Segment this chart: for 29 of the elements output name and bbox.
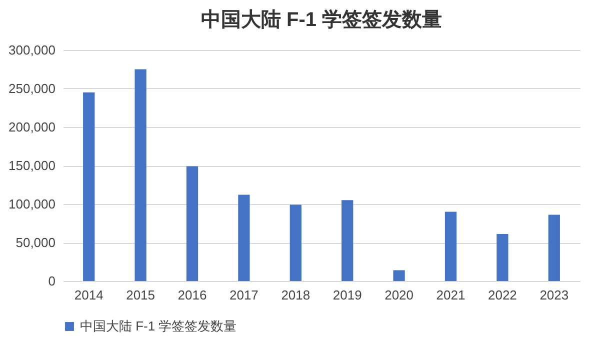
legend-label: 中国大陆 F-1 学签签发数量 bbox=[80, 318, 237, 334]
y-tick-label: 150,000 bbox=[8, 158, 56, 173]
bar bbox=[342, 200, 354, 281]
bar bbox=[83, 92, 95, 281]
bar bbox=[186, 166, 198, 281]
x-tick-label: 2022 bbox=[488, 288, 517, 302]
x-tick-label: 2016 bbox=[178, 288, 207, 302]
x-tick-label: 2018 bbox=[281, 288, 310, 302]
x-tick-label: 2015 bbox=[126, 288, 156, 302]
y-tick-label: 250,000 bbox=[8, 81, 56, 96]
bar bbox=[548, 214, 560, 281]
x-tick-label: 2014 bbox=[74, 288, 104, 302]
x-tick-label: 2019 bbox=[332, 288, 362, 302]
bar bbox=[393, 270, 405, 281]
bar bbox=[290, 204, 302, 281]
y-tick-label: 200,000 bbox=[8, 120, 56, 134]
bar bbox=[444, 212, 457, 281]
bar bbox=[238, 194, 250, 281]
x-tick-label: 2023 bbox=[540, 288, 569, 302]
y-tick-label: 50,000 bbox=[16, 235, 56, 250]
y-tick-label: 100,000 bbox=[8, 196, 56, 212]
x-tick-label: 2020 bbox=[384, 288, 414, 302]
chart-title: 中国大陆 F-1 学签签发数量 bbox=[200, 9, 442, 31]
bar bbox=[496, 234, 508, 281]
y-tick-label: 300,000 bbox=[8, 42, 56, 58]
x-tick-label: 2017 bbox=[229, 288, 258, 302]
x-tick-label: 2021 bbox=[436, 288, 466, 302]
bar bbox=[134, 69, 146, 281]
y-tick-label: 0 bbox=[48, 274, 56, 288]
